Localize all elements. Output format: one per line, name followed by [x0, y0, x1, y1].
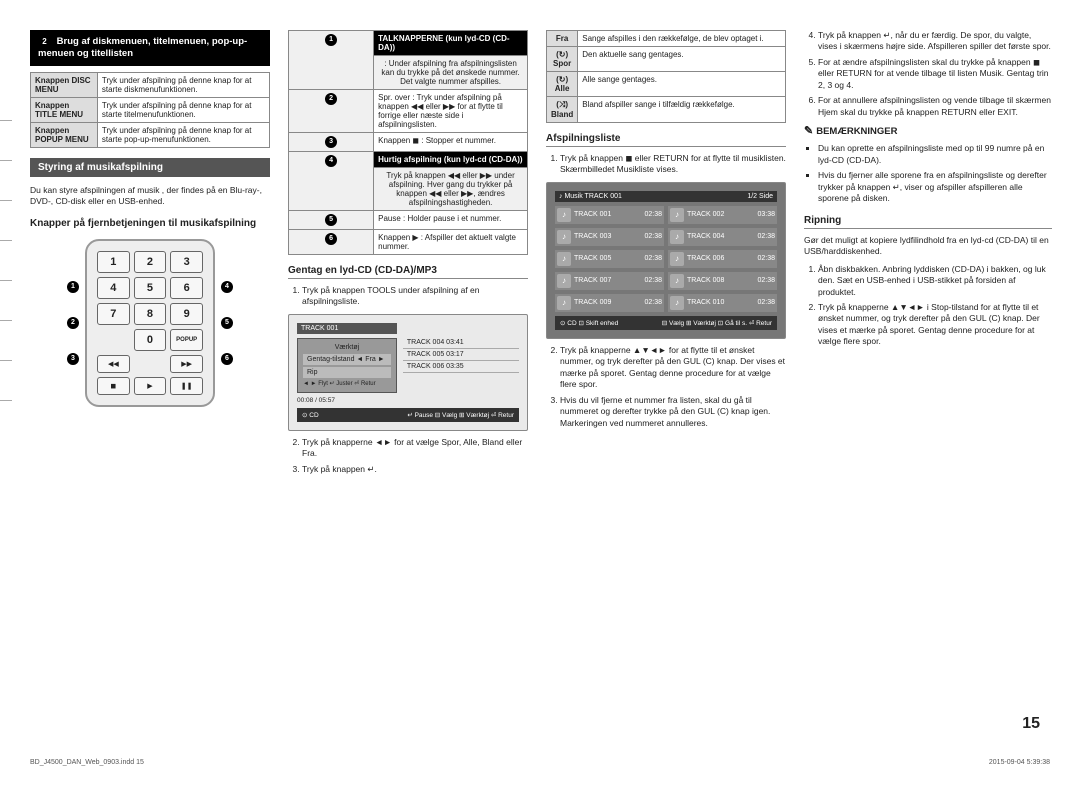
key-7: 7 [97, 303, 130, 325]
track: ♪TRACK 00302:38 [555, 228, 664, 246]
track: ♪TRACK 00802:38 [668, 272, 777, 290]
intro-text: Du kan styre afspilningen af musik , der… [30, 185, 270, 208]
track: ♪TRACK 00602:38 [668, 250, 777, 268]
button-table: Knappen DISC MENUTryk under afspilning p… [30, 72, 270, 148]
cell: Tryk under afspilning på denne knap for … [97, 97, 269, 122]
cell: Tryk under afspilning på denne knap for … [97, 122, 269, 147]
callout: 2 [67, 317, 79, 329]
step: Åbn diskbakken. Anbring lyddisken (CD-DA… [818, 264, 1052, 298]
key-5: 5 [134, 277, 167, 299]
callout: 5 [221, 317, 233, 329]
page-number: 15 [1022, 715, 1040, 733]
subheading: Gentag en lyd-CD (CD-DA)/MP3 [288, 265, 528, 279]
column-3: FraSange afspilles i den rækkefølge, de … [546, 30, 786, 479]
note: Hvis du fjerner alle sporene fra en afsp… [818, 170, 1052, 204]
key-2: 2 [134, 251, 167, 273]
ripning-intro: Gør det muligt at kopiere lydfilindhold … [804, 235, 1052, 258]
key-popup: POPUP [170, 329, 203, 351]
footer-file: BD_J4500_DAN_Web_0903.indd 15 [30, 759, 144, 766]
key-6: 6 [170, 277, 203, 299]
note-icon: ✎ [804, 125, 813, 137]
step: For at ændre afspilningslisten skal du t… [818, 57, 1052, 91]
cell: Knappen POPUP MENU [31, 122, 98, 147]
reference-table: 1TALKNAPPERNE (kun lyd-CD (CD-DA)) : Und… [288, 30, 528, 255]
key-pause: ❚❚ [170, 377, 203, 395]
section-bar: Styring af musikafspilning [30, 158, 270, 177]
step: Tryk på knappen ↵. [302, 464, 528, 475]
track: ♪TRACK 00902:38 [555, 294, 664, 312]
cell: Knappen TITLE MENU [31, 97, 98, 122]
key-stop: ◼ [97, 377, 130, 395]
track: ♪TRACK 01002:38 [668, 294, 777, 312]
repeat-table: FraSange afspilles i den rækkefølge, de … [546, 30, 786, 123]
column-1: 2 Brug af diskmenuen, titelmenuen, pop-u… [30, 30, 270, 479]
steps: Tryk på knappen TOOLS under afspilning a… [302, 285, 528, 308]
step: Tryk på knapperne ◄► for at vælge Spor, … [302, 437, 528, 460]
remote-diagram: 1 2 3 1 2 3 4 5 6 7 8 9 0 POPUP ◀◀ [30, 239, 270, 407]
note: Du kan oprette en afspilningsliste med o… [818, 143, 1052, 166]
cell: Tryk under afspilning på denne knap for … [97, 72, 269, 97]
callout: 4 [221, 281, 233, 293]
step: For at annullere afspilningslisten og ve… [818, 95, 1052, 118]
step: Tryk på knappen ◼ eller RETURN for at fl… [560, 153, 786, 176]
track: ♪TRACK 00702:38 [555, 272, 664, 290]
screenshot-musiclist: ♪ Musik TRACK 001 1/2 Side ♪TRACK 00102:… [546, 182, 786, 339]
footer: BD_J4500_DAN_Web_0903.indd 15 2015-09-04… [30, 759, 1050, 766]
cell: Knappen DISC MENU [31, 72, 98, 97]
key-4: 4 [97, 277, 130, 299]
track: ♪TRACK 00402:38 [668, 228, 777, 246]
key-8: 8 [134, 303, 167, 325]
step: Hvis du vil fjerne et nummer fra listen,… [560, 395, 786, 429]
notes-heading: ✎BEMÆRKNINGER [804, 124, 1052, 137]
screenshot-tools: TRACK 001 Værktøj Gentag-tilstand ◄ Fra … [288, 314, 528, 431]
remote-control: 1 2 3 4 5 6 7 8 9 0 POPUP ◀◀ ▶▶ ◼ ▶ [85, 239, 215, 407]
footer-timestamp: 2015-09-04 5:39:38 [989, 759, 1050, 766]
notes-list: Du kan oprette en afspilningsliste med o… [818, 143, 1052, 204]
callout: 1 [67, 281, 79, 293]
track: ♪TRACK 00502:38 [555, 250, 664, 268]
track: ♪TRACK 00102:38 [555, 206, 664, 224]
section-number: 2 [38, 35, 51, 48]
column-4: Tryk på knappen ↵, når du er færdig. De … [804, 30, 1052, 479]
manual-page: 2 Brug af diskmenuen, titelmenuen, pop-u… [0, 0, 1080, 519]
column-2: 1TALKNAPPERNE (kun lyd-CD (CD-DA)) : Und… [288, 30, 528, 479]
step: Tryk på knapperne ▲▼◄► i Stop-tilstand f… [818, 302, 1052, 348]
step: Tryk på knapperne ▲▼◄► for at flytte til… [560, 345, 786, 391]
callout: 6 [221, 353, 233, 365]
subheading: Knapper på fjernbetjeningen til musikafs… [30, 218, 270, 229]
step: Tryk på knappen TOOLS under afspilning a… [302, 285, 528, 308]
step: Tryk på knappen ↵, når du er færdig. De … [818, 30, 1052, 53]
key-1: 1 [97, 251, 130, 273]
key-rew: ◀◀ [97, 355, 130, 373]
key-play: ▶ [134, 377, 167, 395]
track: ♪TRACK 00203:38 [668, 206, 777, 224]
callout: 3 [67, 353, 79, 365]
ripning-heading: Ripning [804, 215, 1052, 229]
subheading: Afspilningsliste [546, 133, 786, 147]
key-3: 3 [170, 251, 203, 273]
key-0: 0 [134, 329, 167, 351]
key-9: 9 [170, 303, 203, 325]
key-ff: ▶▶ [170, 355, 203, 373]
section-header: 2 Brug af diskmenuen, titelmenuen, pop-u… [30, 30, 270, 66]
